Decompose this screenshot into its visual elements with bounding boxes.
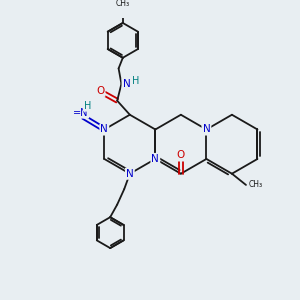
- Text: =N: =N: [73, 108, 88, 118]
- Text: H: H: [132, 76, 139, 86]
- Text: N: N: [152, 154, 159, 164]
- Text: N: N: [202, 124, 210, 134]
- Text: N: N: [100, 124, 108, 134]
- Text: CH₃: CH₃: [116, 0, 130, 8]
- Text: CH₃: CH₃: [249, 180, 263, 189]
- Text: N: N: [123, 79, 130, 89]
- Text: H: H: [84, 100, 91, 111]
- Text: O: O: [177, 150, 185, 161]
- Text: O: O: [96, 86, 104, 96]
- Text: N: N: [126, 169, 134, 179]
